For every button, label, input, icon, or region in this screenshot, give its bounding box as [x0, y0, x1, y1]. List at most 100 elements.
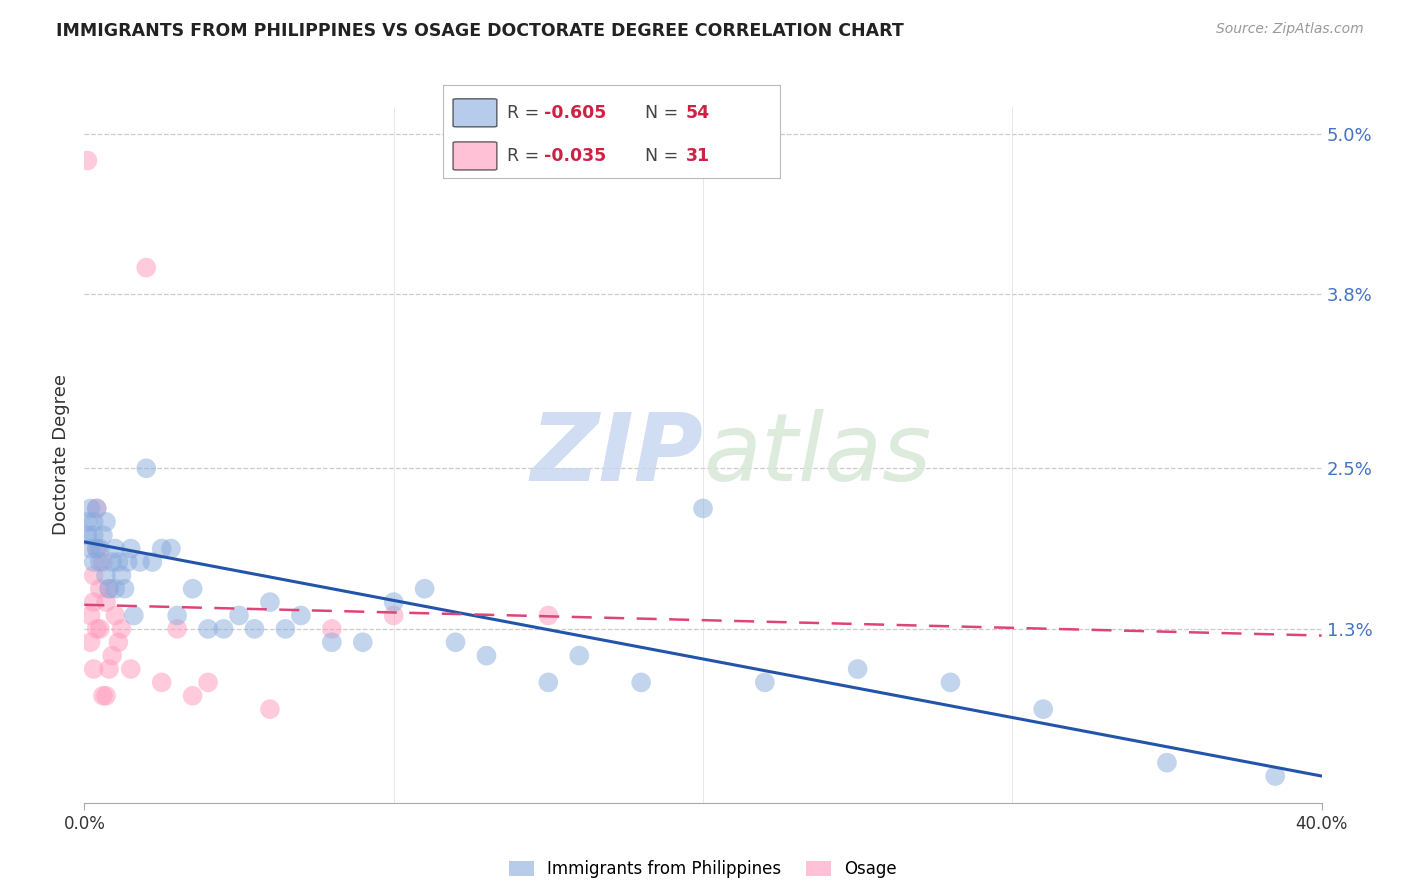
Point	[98, 662, 121, 676]
Point	[79, 541, 101, 556]
Point	[129, 555, 152, 569]
Point	[98, 582, 121, 596]
Point	[94, 568, 117, 582]
Point	[290, 608, 312, 623]
Point	[321, 635, 343, 649]
Point	[120, 541, 142, 556]
Text: atlas: atlas	[703, 409, 931, 500]
Point	[89, 582, 111, 596]
Point	[89, 622, 111, 636]
Point	[104, 608, 127, 623]
Text: -0.605: -0.605	[544, 103, 606, 122]
Point	[135, 461, 157, 475]
Point	[89, 555, 111, 569]
Point	[259, 702, 281, 716]
Text: N =: N =	[645, 147, 685, 165]
Point	[98, 582, 121, 596]
Point	[86, 501, 108, 516]
Point	[274, 622, 297, 636]
Text: R =: R =	[508, 103, 544, 122]
Point	[89, 541, 111, 556]
Point	[101, 555, 124, 569]
Point	[83, 515, 105, 529]
Point	[91, 689, 114, 703]
Point	[181, 582, 204, 596]
Point	[91, 555, 114, 569]
Point	[754, 675, 776, 690]
Point	[212, 622, 235, 636]
Y-axis label: Doctorate Degree: Doctorate Degree	[52, 375, 70, 535]
Point	[83, 528, 105, 542]
Text: R =: R =	[508, 147, 544, 165]
Point	[86, 541, 108, 556]
Point	[692, 501, 714, 516]
Text: Source: ZipAtlas.com: Source: ZipAtlas.com	[1216, 22, 1364, 37]
Point	[382, 608, 405, 623]
Text: 54: 54	[686, 103, 710, 122]
Point	[135, 260, 157, 275]
Point	[94, 595, 117, 609]
Point	[141, 555, 163, 569]
Point	[181, 689, 204, 703]
Point	[630, 675, 652, 690]
Point	[475, 648, 498, 663]
Point	[94, 515, 117, 529]
Point	[537, 675, 560, 690]
Point	[197, 622, 219, 636]
Point	[243, 622, 266, 636]
Point	[1032, 702, 1054, 716]
Text: ZIP: ZIP	[530, 409, 703, 501]
Point	[86, 501, 108, 516]
Point	[321, 622, 343, 636]
Point	[568, 648, 591, 663]
Text: IMMIGRANTS FROM PHILIPPINES VS OSAGE DOCTORATE DEGREE CORRELATION CHART: IMMIGRANTS FROM PHILIPPINES VS OSAGE DOC…	[56, 22, 904, 40]
Point	[150, 675, 173, 690]
Point	[104, 582, 127, 596]
Point	[228, 608, 250, 623]
Point	[166, 622, 188, 636]
Point	[1264, 769, 1286, 783]
Point	[110, 622, 132, 636]
Point	[107, 555, 129, 569]
Point	[352, 635, 374, 649]
Point	[444, 635, 467, 649]
Point	[110, 568, 132, 582]
Point	[846, 662, 869, 676]
Text: -0.035: -0.035	[544, 147, 606, 165]
Point	[104, 541, 127, 556]
Point	[160, 541, 183, 556]
Point	[83, 595, 105, 609]
Point	[197, 675, 219, 690]
Point	[86, 622, 108, 636]
Point	[83, 662, 105, 676]
Point	[76, 528, 98, 542]
Point	[166, 608, 188, 623]
Point	[120, 662, 142, 676]
Point	[83, 555, 105, 569]
Point	[94, 689, 117, 703]
Point	[86, 541, 108, 556]
Point	[79, 608, 101, 623]
Point	[413, 582, 436, 596]
Point	[939, 675, 962, 690]
Point	[537, 608, 560, 623]
Point	[76, 153, 98, 168]
FancyBboxPatch shape	[453, 142, 496, 170]
Point	[79, 501, 101, 516]
Point	[107, 635, 129, 649]
Point	[114, 582, 136, 596]
Point	[150, 541, 173, 556]
Point	[101, 648, 124, 663]
FancyBboxPatch shape	[453, 99, 496, 127]
Point	[91, 528, 114, 542]
Point	[83, 568, 105, 582]
Point	[79, 635, 101, 649]
Point	[382, 595, 405, 609]
Point	[259, 595, 281, 609]
Point	[117, 555, 139, 569]
Point	[76, 515, 98, 529]
Legend: Immigrants from Philippines, Osage: Immigrants from Philippines, Osage	[502, 854, 904, 885]
Text: 31: 31	[686, 147, 710, 165]
Text: N =: N =	[645, 103, 685, 122]
Point	[1156, 756, 1178, 770]
